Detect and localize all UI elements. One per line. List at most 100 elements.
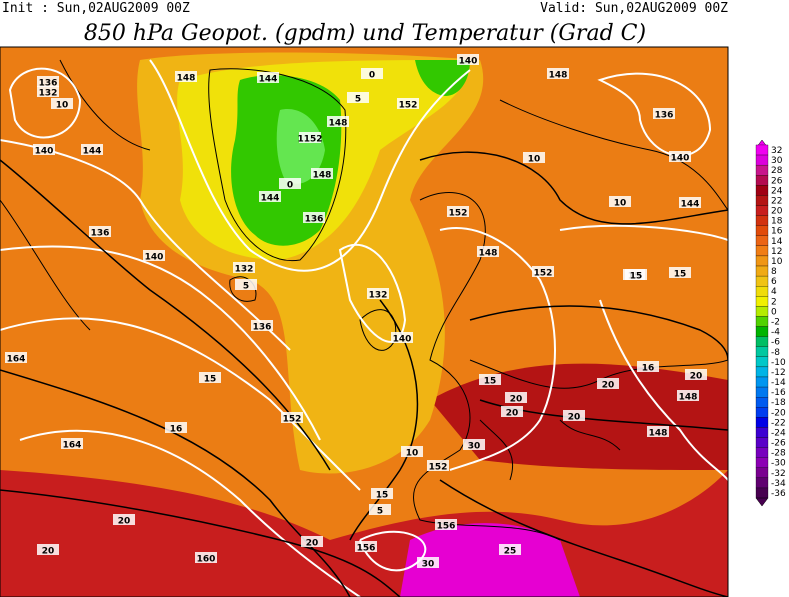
contour-label: 164 <box>63 441 82 451</box>
contour-label-bg <box>427 460 449 471</box>
contour-label: 136 <box>655 111 674 121</box>
contour-label-bg <box>435 519 457 530</box>
contour-label: 15 <box>376 491 389 501</box>
legend-label: 4 <box>771 287 777 297</box>
legend-swatch <box>755 225 769 236</box>
legend-swatch <box>755 336 769 347</box>
contour-label: 5 <box>355 95 361 105</box>
contour-label: 16 <box>642 364 655 374</box>
contour-label: 148 <box>313 171 332 181</box>
contour-label-bg <box>367 288 389 299</box>
legend-label: 8 <box>771 267 777 277</box>
contour-label: 132 <box>369 291 388 301</box>
legend-label: 26 <box>771 176 783 186</box>
contour-label-bg <box>81 144 103 155</box>
contour-label: 20 <box>602 381 615 391</box>
legend-label: -28 <box>771 449 786 459</box>
contour-label-bg <box>369 504 391 515</box>
contour-label-bg <box>347 92 369 103</box>
contour-label-bg <box>685 369 707 380</box>
contour-label: 20 <box>118 517 131 527</box>
contour-label-bg <box>547 68 569 79</box>
legend-swatch <box>755 417 769 428</box>
map-title: 850 hPa Geopot. (gpdm) und Temperatur (G… <box>84 21 646 46</box>
contour-label: 132 <box>39 89 58 99</box>
legend-label: -4 <box>771 328 780 338</box>
legend-arrow-bottom <box>755 497 769 507</box>
contour-label-bg <box>653 108 675 119</box>
contour-label-bg <box>301 536 323 547</box>
contour-label: 144 <box>83 147 102 157</box>
contour-label-bg <box>299 132 321 143</box>
legend-swatch <box>755 275 769 287</box>
legend-label: -24 <box>771 428 786 438</box>
contour-label: 10 <box>56 101 69 111</box>
contour-label-bg <box>523 152 545 163</box>
contour-label: 10 <box>614 199 627 209</box>
contour-label-bg <box>37 76 59 87</box>
legend-swatch <box>755 175 769 186</box>
contour-label: 136 <box>39 79 58 89</box>
contour-label: 20 <box>510 395 523 405</box>
contour-label-bg <box>637 361 659 372</box>
legend-swatch <box>755 457 769 468</box>
legend-label: 24 <box>771 186 783 196</box>
magenta-area <box>400 523 580 597</box>
legend-label: 30 <box>771 156 783 166</box>
contour-label-bg <box>361 68 383 79</box>
legend-swatch <box>755 316 769 327</box>
contour-label-bg <box>175 71 197 82</box>
contour-label: 140 <box>35 147 54 157</box>
contour-label: 30 <box>468 442 481 452</box>
geopotential-contours <box>0 59 728 597</box>
contour-label-bg <box>281 412 303 423</box>
contour-label: 140 <box>671 154 690 164</box>
contour-label: 152 <box>449 209 468 219</box>
contour-label: 156 <box>357 544 376 554</box>
contour-label: 132 <box>235 265 254 275</box>
contour-label-bg <box>677 390 699 401</box>
legend-swatch <box>755 255 769 267</box>
contour-label-bg <box>61 438 83 449</box>
contour-label-bg <box>669 267 691 278</box>
legend-label: 12 <box>771 247 782 257</box>
legend-swatch <box>755 286 769 297</box>
legend-label: -14 <box>771 378 786 388</box>
contour-label: 152 <box>429 463 448 473</box>
contour-label: 30 <box>422 560 435 570</box>
contour-label: 144 <box>681 200 700 210</box>
contour-label-bg <box>303 212 325 223</box>
contour-label: 156 <box>437 522 456 532</box>
legend-swatch <box>755 306 769 317</box>
legend-swatch <box>755 265 769 277</box>
legend-swatch <box>755 427 769 438</box>
contour-label-bg <box>311 168 333 179</box>
contour-label: 136 <box>253 323 272 333</box>
legend-label: -16 <box>771 388 786 398</box>
legend-swatch <box>755 487 769 499</box>
legend-swatch <box>755 215 769 226</box>
contour-label: 20 <box>506 409 519 419</box>
legend-label: 6 <box>771 277 777 287</box>
contour-label: 152 <box>399 101 418 111</box>
legend-label: -30 <box>771 459 786 469</box>
contour-label-bg <box>33 144 55 155</box>
legend-label: -22 <box>771 418 786 428</box>
legend-swatch <box>755 386 769 398</box>
contour-label-bg <box>457 54 479 65</box>
legend-label: 10 <box>771 257 783 267</box>
contour-label-bg <box>401 446 423 457</box>
contour-label-bg <box>37 544 59 555</box>
color-legend: 32302826242220181614121086420-2-4-6-8-10… <box>755 139 786 507</box>
legend-label: 0 <box>771 307 777 317</box>
contour-label-bg <box>89 226 111 237</box>
contour-label-bg <box>647 426 669 437</box>
legend-swatch <box>755 366 769 378</box>
contour-label: 1152 <box>297 135 322 145</box>
contour-label-bg <box>37 86 59 97</box>
contour-label: 148 <box>177 74 196 84</box>
contour-label-bg <box>563 410 585 421</box>
legend-swatch <box>755 356 769 368</box>
map-frame <box>0 46 729 597</box>
